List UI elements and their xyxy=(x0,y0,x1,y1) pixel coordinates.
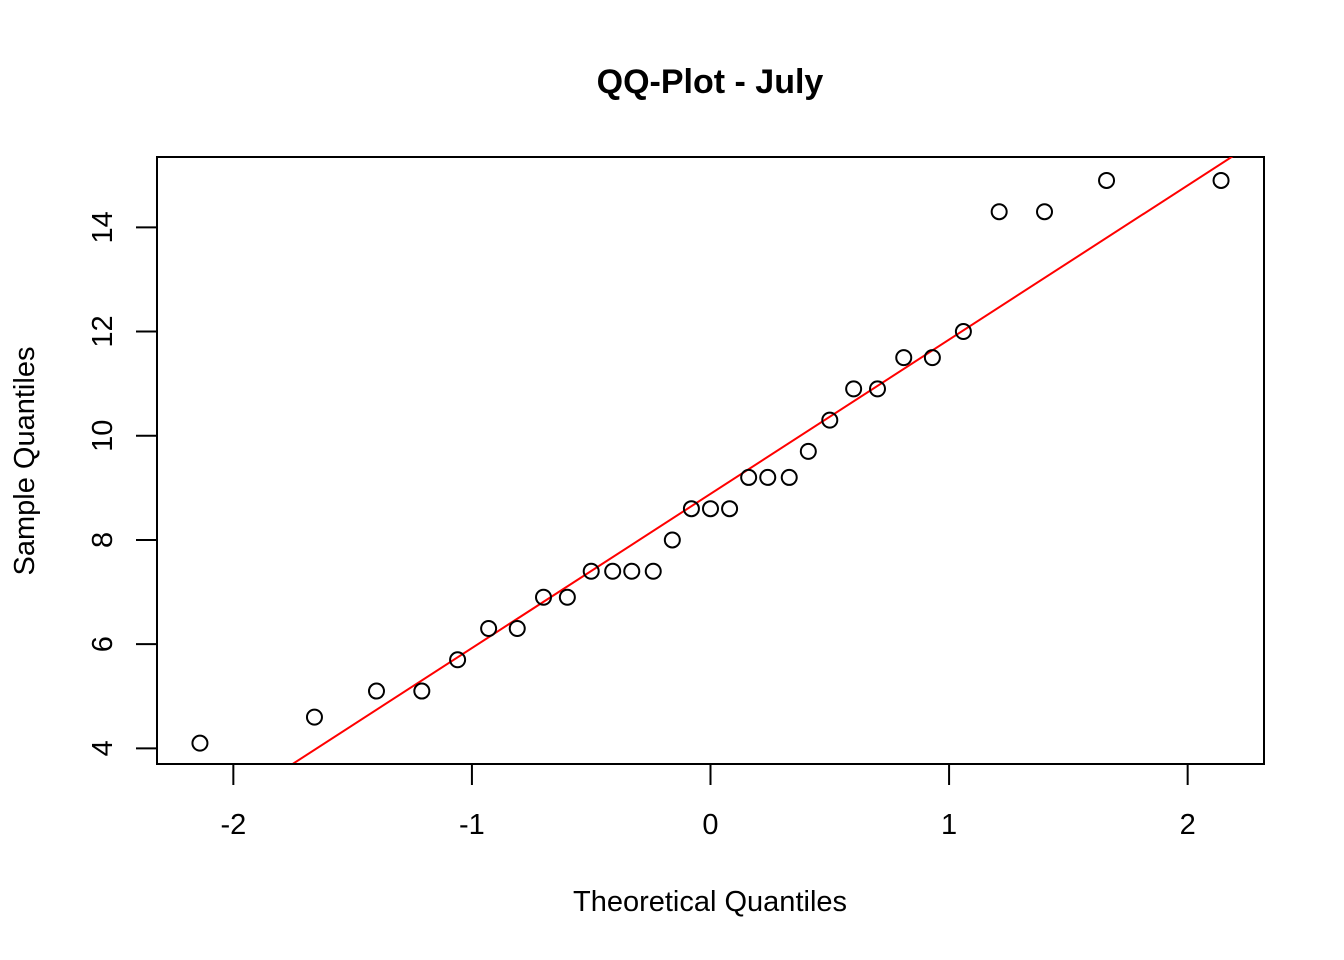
data-point xyxy=(449,651,467,669)
data-point xyxy=(582,562,600,580)
data-point xyxy=(780,468,798,486)
points-layer xyxy=(191,171,1230,752)
data-point xyxy=(191,734,209,752)
data-point xyxy=(721,500,739,518)
data-point xyxy=(740,468,758,486)
y-tick-label: 10 xyxy=(87,420,119,452)
data-point xyxy=(954,323,972,341)
y-tick-label: 4 xyxy=(87,740,119,756)
data-point xyxy=(799,442,817,460)
data-point xyxy=(821,411,839,429)
x-tick-label: -1 xyxy=(459,809,485,841)
data-point xyxy=(702,500,719,518)
y-tick-label: 8 xyxy=(87,532,119,548)
data-point xyxy=(682,500,700,518)
y-tick-label: 12 xyxy=(87,315,119,347)
data-point xyxy=(413,682,431,700)
data-point xyxy=(623,562,641,580)
data-point xyxy=(895,349,913,367)
reference-line-layer xyxy=(290,157,1234,764)
reference-line xyxy=(290,157,1234,764)
x-axis: -2 -1 0 1 2 xyxy=(220,763,1196,841)
data-point xyxy=(534,588,552,606)
data-point xyxy=(845,380,863,398)
data-point xyxy=(759,468,777,486)
data-point xyxy=(604,562,622,580)
data-point xyxy=(869,380,887,398)
x-tick-label: 2 xyxy=(1180,809,1196,841)
x-tick-label: 1 xyxy=(941,809,957,841)
data-point xyxy=(558,588,576,606)
x-tick-label: -2 xyxy=(220,809,246,841)
data-point xyxy=(1212,171,1230,189)
y-tick-label: 6 xyxy=(87,636,119,652)
data-point xyxy=(990,203,1008,221)
data-point xyxy=(305,708,323,726)
x-axis-label: Theoretical Quantiles xyxy=(573,886,847,918)
data-point xyxy=(663,531,681,549)
plot-area-frame xyxy=(156,156,1265,765)
data-point xyxy=(1098,171,1116,189)
data-point xyxy=(923,349,941,367)
data-point xyxy=(508,620,526,638)
data-point xyxy=(480,620,498,638)
data-point xyxy=(367,682,385,700)
data-point xyxy=(644,562,662,580)
data-point xyxy=(1036,203,1054,221)
y-axis: 4 6 8 10 12 14 xyxy=(87,211,158,756)
y-axis-label: Sample Quantiles xyxy=(9,347,41,576)
y-tick-label: 14 xyxy=(87,211,119,243)
x-tick-label: 0 xyxy=(702,809,718,841)
chart-title: QQ-Plot - July xyxy=(597,63,824,101)
